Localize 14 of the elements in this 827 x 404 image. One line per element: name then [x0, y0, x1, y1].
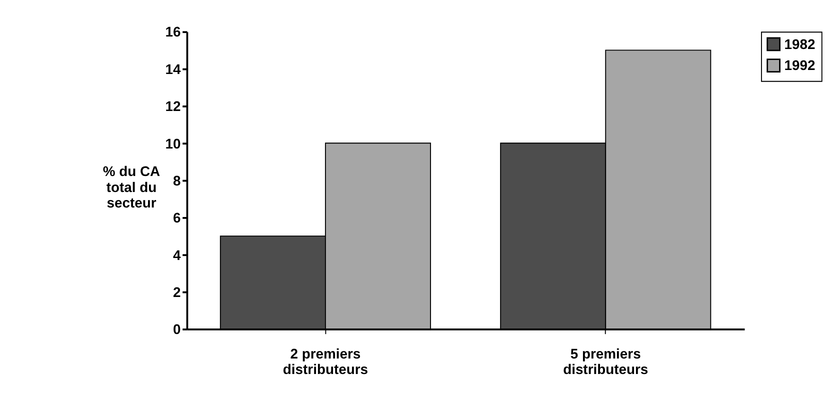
y-tick-label: 12	[165, 98, 181, 114]
x-tick-label: 5 premiers distributeurs	[563, 345, 648, 378]
y-tick-label: 6	[172, 210, 181, 226]
y-tick-label: 10	[165, 135, 181, 152]
y-tick-label: 16	[165, 24, 181, 40]
legend-label: 1982	[784, 36, 816, 52]
y-tick-label: 0	[172, 321, 181, 338]
x-tick-label: 2 premiers distributeurs	[282, 345, 368, 378]
y-tick-label: 2	[172, 284, 181, 300]
legend-label: 1992	[784, 57, 816, 74]
y-tick-label: 14	[165, 60, 181, 77]
y-tick-label: 4	[172, 246, 181, 263]
y-axis-title: % du CA total du secteur	[102, 163, 160, 211]
y-tick-label: 8	[172, 172, 181, 188]
